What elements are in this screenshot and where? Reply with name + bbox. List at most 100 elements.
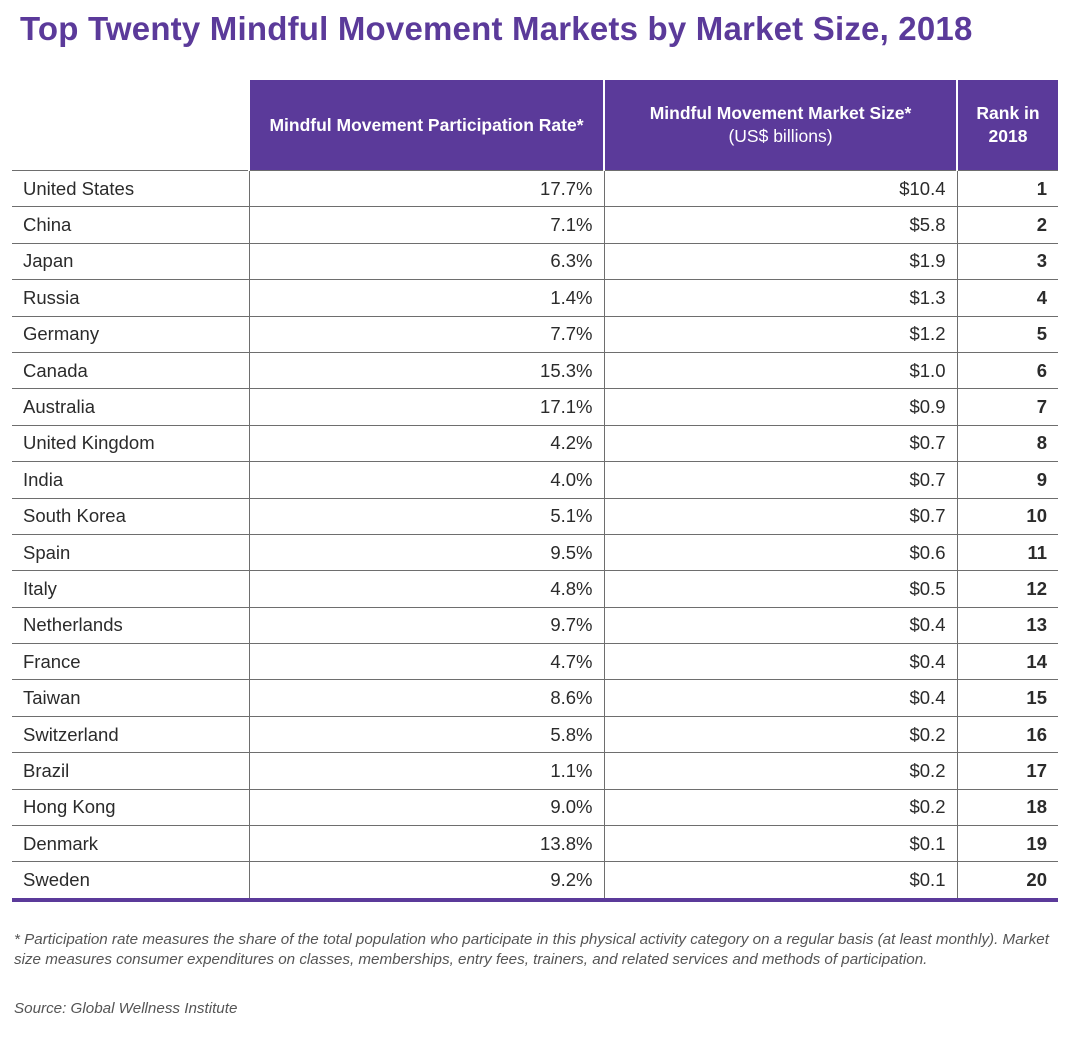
cell-market-size: $0.1 [603,861,957,902]
cell-rank: 7 [956,388,1058,426]
cell-rank: 1 [956,169,1058,207]
cell-rank: 9 [956,461,1058,499]
table-row: South Korea 5.1% $0.7 10 [12,497,1058,535]
cell-rank: 3 [956,242,1058,280]
cell-country: France [12,643,249,680]
table-row: Brazil 1.1% $0.2 17 [12,752,1058,790]
cell-participation-rate: 9.0% [248,788,604,826]
cell-market-size: $0.2 [603,752,957,790]
table-row: Germany 7.7% $1.2 5 [12,315,1058,353]
cell-participation-rate: 9.5% [248,533,604,571]
cell-participation-rate: 4.0% [248,461,604,499]
cell-rank: 8 [956,424,1058,462]
cell-rank: 4 [956,279,1058,317]
cell-market-size: $0.7 [603,424,957,462]
cell-country: Italy [12,570,249,608]
header-market-size-label: Mindful Movement Market Size* [649,103,912,123]
header-market-size-unit: (US$ billions) [728,126,833,146]
footnote: * Participation rate measures the share … [14,931,1049,968]
cell-market-size: $0.4 [603,606,957,644]
table-row: Denmark 13.8% $0.1 19 [12,825,1058,862]
cell-participation-rate: 1.1% [248,752,604,790]
cell-participation-rate: 7.1% [248,206,604,244]
cell-country: United States [12,169,249,207]
cell-rank: 19 [956,825,1058,862]
cell-country: Australia [12,388,249,426]
cell-market-size: $1.2 [603,315,957,353]
table-row: Sweden 9.2% $0.1 20 [12,861,1058,902]
cell-market-size: $1.3 [603,279,957,317]
header-market-size: Mindful Movement Market Size* (US$ billi… [603,80,957,171]
cell-country: Spain [12,533,249,571]
table-row: United Kingdom 4.2% $0.7 8 [12,424,1058,462]
cell-market-size: $0.6 [603,533,957,571]
cell-participation-rate: 9.2% [248,861,604,902]
cell-rank: 5 [956,315,1058,353]
cell-market-size: $0.1 [603,825,957,862]
cell-participation-rate: 17.1% [248,388,604,426]
table-row: United States 17.7% $10.4 1 [12,169,1058,207]
cell-participation-rate: 4.7% [248,643,604,680]
cell-rank: 11 [956,533,1058,571]
cell-participation-rate: 4.2% [248,424,604,462]
cell-market-size: $0.2 [603,715,957,753]
cell-rank: 10 [956,497,1058,535]
cell-rank: 12 [956,570,1058,608]
cell-country: United Kingdom [12,424,249,462]
cell-participation-rate: 4.8% [248,570,604,608]
cell-country: Sweden [12,861,249,902]
table-row: France 4.7% $0.4 14 [12,643,1058,680]
header-participation-rate-label: Mindful Movement Participation Rate* [269,114,584,135]
cell-participation-rate: 5.8% [248,715,604,753]
cell-participation-rate: 6.3% [248,242,604,280]
table-row: China 7.1% $5.8 2 [12,206,1058,244]
cell-country: Denmark [12,825,249,862]
table-row: Spain 9.5% $0.6 11 [12,533,1058,571]
cell-market-size: $10.4 [603,169,957,207]
header-participation-rate: Mindful Movement Participation Rate* [248,80,604,171]
table-row: Australia 17.1% $0.9 7 [12,388,1058,426]
table-row: Hong Kong 9.0% $0.2 18 [12,788,1058,826]
cell-country: Switzerland [12,715,249,753]
cell-rank: 20 [956,861,1058,902]
cell-market-size: $1.9 [603,242,957,280]
cell-rank: 13 [956,606,1058,644]
header-rank: Rank in 2018 [956,80,1058,171]
chart-title: Top Twenty Mindful Movement Markets by M… [20,10,973,47]
table-row: Taiwan 8.6% $0.4 15 [12,679,1058,717]
cell-market-size: $0.4 [603,643,957,680]
cell-market-size: $5.8 [603,206,957,244]
cell-country: Hong Kong [12,788,249,826]
table-row: Netherlands 9.7% $0.4 13 [12,606,1058,644]
cell-country: China [12,206,249,244]
table-row: Russia 1.4% $1.3 4 [12,279,1058,317]
cell-participation-rate: 1.4% [248,279,604,317]
header-country-blank [12,80,249,171]
cell-market-size: $0.7 [603,497,957,535]
cell-rank: 2 [956,206,1058,244]
cell-participation-rate: 7.7% [248,315,604,353]
cell-market-size: $0.5 [603,570,957,608]
cell-country: Canada [12,351,249,389]
table-row: India 4.0% $0.7 9 [12,461,1058,499]
cell-participation-rate: 9.7% [248,606,604,644]
cell-country: Germany [12,315,249,353]
cell-rank: 17 [956,752,1058,790]
cell-market-size: $0.9 [603,388,957,426]
cell-participation-rate: 13.8% [248,825,604,862]
cell-country: Brazil [12,752,249,790]
market-table: Mindful Movement Participation Rate* Min… [12,80,1058,902]
source-note: Source: Global Wellness Institute [14,1000,238,1017]
cell-country: Russia [12,279,249,317]
table-body: United States 17.7% $10.4 1 China 7.1% $5.8 2 Ja… [12,169,1058,902]
cell-country: Taiwan [12,679,249,717]
cell-market-size: $0.2 [603,788,957,826]
cell-rank: 6 [956,351,1058,389]
table-row: Italy 4.8% $0.5 12 [12,570,1058,608]
header-rank-label: Rank in 2018 [976,103,1040,146]
cell-market-size: $1.0 [603,351,957,389]
cell-market-size: $0.7 [603,461,957,499]
table-row: Switzerland 5.8% $0.2 16 [12,715,1058,753]
table-header: Mindful Movement Participation Rate* Min… [12,80,1058,171]
cell-rank: 16 [956,715,1058,753]
